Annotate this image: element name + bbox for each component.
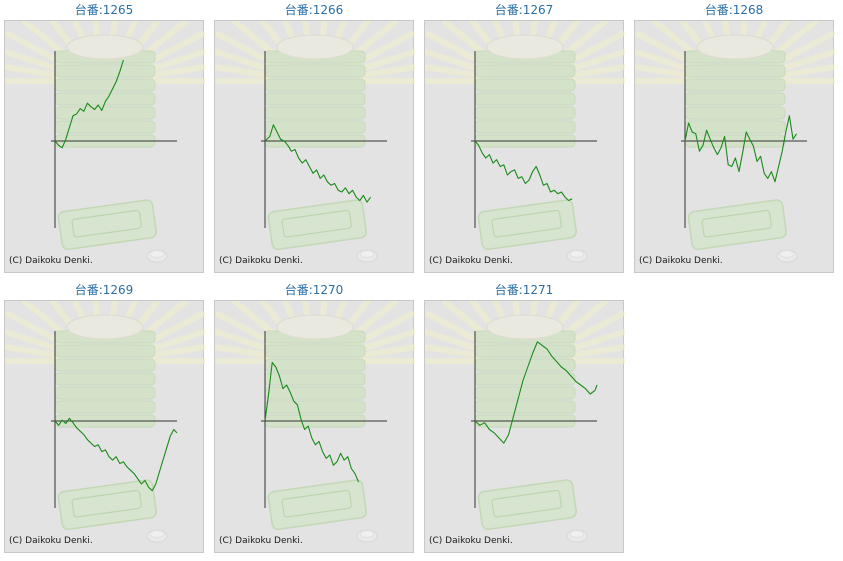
copyright-text: (C) Daikoku Denki.: [219, 256, 303, 266]
chart-panel: (C) Daikoku Denki.: [4, 300, 205, 553]
copyright-text: (C) Daikoku Denki.: [9, 536, 93, 546]
chart-svg: [635, 21, 835, 263]
chart-cell: 台番:1268 (C) Daikoku Denki.: [634, 0, 835, 278]
chart-title: 台番:1267: [494, 3, 554, 17]
copyright-text: (C) Daikoku Denki.: [639, 256, 723, 266]
data-series-line: [54, 417, 178, 492]
chart-svg: [425, 301, 625, 543]
copyright-text: (C) Daikoku Denki.: [429, 256, 513, 266]
background-illustration: [425, 301, 625, 543]
chart-panel: (C) Daikoku Denki.: [634, 20, 835, 273]
chart-svg: [215, 301, 415, 543]
chart-title: 台番:1269: [74, 283, 134, 297]
chart-title: 台番:1266: [284, 3, 344, 17]
chart-title: 台番:1265: [74, 3, 134, 17]
chart-cell: 台番:1269 (C) Daikoku Denki.: [4, 280, 205, 558]
chart-panel: (C) Daikoku Denki.: [424, 300, 625, 553]
data-series-line: [264, 124, 372, 203]
background-illustration: [635, 21, 835, 263]
chart-cell: 台番:1267 (C) Daikoku Denki.: [424, 0, 625, 278]
copyright-text: (C) Daikoku Denki.: [219, 536, 303, 546]
background-illustration: [215, 21, 415, 263]
copyright-text: (C) Daikoku Denki.: [429, 536, 513, 546]
data-series-line: [474, 341, 598, 444]
chart-svg: [5, 301, 205, 543]
chart-panel: (C) Daikoku Denki.: [4, 20, 205, 273]
chart-cell: 台番:1270 (C) Daikoku Denki.: [214, 280, 415, 558]
background-illustration: [5, 21, 205, 263]
data-series-line: [54, 59, 124, 149]
chart-panel: (C) Daikoku Denki.: [424, 20, 625, 273]
background-illustration: [215, 301, 415, 543]
data-series-line: [264, 361, 360, 483]
chart-title: 台番:1270: [284, 283, 344, 297]
copyright-text: (C) Daikoku Denki.: [9, 256, 93, 266]
chart-title: 台番:1271: [494, 283, 554, 297]
data-series-line: [684, 115, 798, 183]
chart-title: 台番:1268: [704, 3, 764, 17]
chart-panel: (C) Daikoku Denki.: [214, 300, 415, 553]
chart-cell: 台番:1265 (C) Daikoku Denki.: [4, 0, 205, 278]
background-illustration: [425, 21, 625, 263]
chart-cell: 台番:1266 (C) Daikoku Denki.: [214, 0, 415, 278]
chart-cell: 台番:1271 (C) Daikoku Denki.: [424, 280, 625, 558]
background-illustration: [5, 301, 205, 543]
chart-panel: (C) Daikoku Denki.: [214, 20, 415, 273]
chart-svg: [215, 21, 415, 263]
data-series-line: [474, 140, 573, 202]
chart-svg: [5, 21, 205, 263]
chart-svg: [425, 21, 625, 263]
